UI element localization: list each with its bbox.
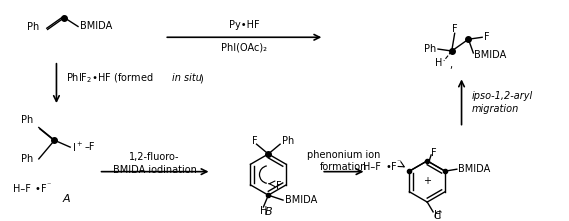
Text: B: B (265, 207, 272, 217)
Text: BMIDA: BMIDA (475, 50, 506, 60)
Text: ): ) (200, 73, 203, 84)
Text: •: • (385, 162, 391, 172)
Text: H: H (259, 206, 267, 216)
Text: PhI(OAc)₂: PhI(OAc)₂ (221, 42, 267, 52)
Text: PhIF$_2$$\bullet$HF (formed: PhIF$_2$$\bullet$HF (formed (66, 72, 155, 85)
Text: phenonium ion: phenonium ion (307, 150, 381, 160)
Text: Ph: Ph (21, 154, 33, 164)
Text: BMIDA: BMIDA (458, 164, 490, 174)
Text: I$^+$: I$^+$ (72, 141, 83, 154)
Text: H: H (435, 58, 442, 68)
Text: F: F (391, 162, 397, 172)
Text: ipso-1,2-aryl: ipso-1,2-aryl (471, 91, 533, 101)
Text: ⁻: ⁻ (47, 180, 51, 189)
Text: H–F: H–F (364, 162, 381, 172)
Text: migration: migration (471, 104, 518, 114)
Text: +: + (423, 176, 431, 187)
Text: in situ: in situ (172, 73, 202, 84)
Text: F: F (41, 184, 47, 194)
Text: F: F (484, 32, 490, 42)
Text: A: A (63, 194, 70, 204)
Text: H–F: H–F (13, 184, 31, 194)
Text: BMIDA: BMIDA (80, 21, 112, 31)
Text: 1,2-fluoro-: 1,2-fluoro- (129, 152, 180, 162)
Text: formation: formation (320, 162, 368, 172)
Text: Ph: Ph (424, 44, 436, 54)
Text: Py•HF: Py•HF (229, 19, 259, 30)
Text: H: H (434, 210, 442, 220)
Text: BMIDA iodination: BMIDA iodination (113, 165, 196, 175)
Text: BMIDA: BMIDA (285, 195, 318, 205)
Text: Ph: Ph (21, 115, 33, 125)
Text: Ph: Ph (282, 136, 294, 146)
Text: C: C (433, 211, 441, 221)
Text: –F: –F (85, 142, 96, 152)
Text: ,: , (449, 60, 452, 70)
Text: F: F (452, 25, 457, 34)
Text: Ph: Ph (27, 23, 39, 32)
Text: F: F (431, 148, 437, 158)
Text: F: F (251, 136, 257, 146)
Text: F: F (276, 181, 282, 191)
Text: ⁻: ⁻ (397, 158, 401, 167)
Text: •: • (35, 184, 41, 194)
